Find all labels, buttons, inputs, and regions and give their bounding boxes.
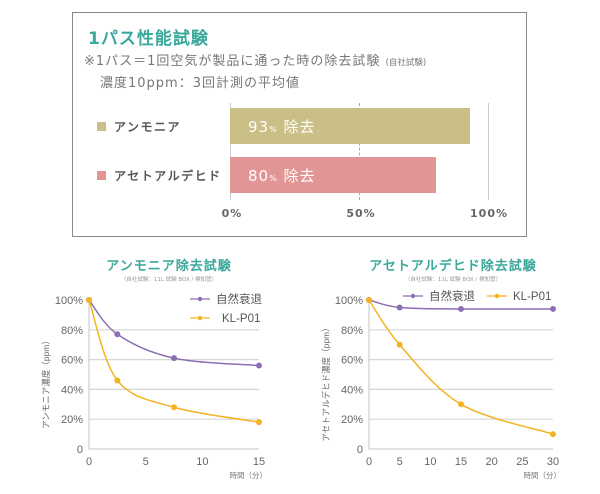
acetaldehyde-y-tick: 80% xyxy=(341,325,363,337)
acetaldehyde-x-tick: 30 xyxy=(547,456,559,468)
bar-value: 80 xyxy=(248,166,270,185)
ammonia-y-tick: 40% xyxy=(61,384,83,396)
ammonia-data-point xyxy=(114,377,121,384)
acetaldehyde-y-tick: 0 xyxy=(357,444,363,456)
bar-label-text: アンモニア xyxy=(114,120,182,134)
acetaldehyde-x-tick: 25 xyxy=(516,456,528,468)
acetaldehyde-x-axis-label: 時間（分） xyxy=(524,471,562,480)
ammonia-y-axis-label: アンモニア濃度（ppm） xyxy=(41,336,51,429)
bar-ammonia: 93% 除去 xyxy=(230,108,470,144)
acetaldehyde-data-point xyxy=(550,431,556,438)
ammonia-data-point xyxy=(86,297,92,303)
acetaldehyde-chart-subtitle: （自社試験：11L 試験 BOX / 検知管） xyxy=(404,277,502,283)
ammonia-data-point xyxy=(171,404,177,411)
ammonia-chart-title: アンモニア除去試験 xyxy=(106,259,232,274)
ammonia-x-axis-label: 時間（分） xyxy=(230,471,268,480)
ammonia-legend-label: KL-P01 xyxy=(222,313,260,325)
acetaldehyde-data-point xyxy=(458,305,464,312)
ammonia-x-tick: 10 xyxy=(196,456,208,468)
concentration-note: 濃度10ppm：3回計測の平均値 xyxy=(100,76,300,91)
ammonia-y-tick: 0 xyxy=(77,444,83,456)
ammonia-y-tick: 60% xyxy=(61,355,83,367)
acetaldehyde-y-tick: 20% xyxy=(341,414,363,426)
acetaldehyde-x-tick: 10 xyxy=(424,456,436,468)
ammonia-y-tick: 80% xyxy=(61,325,83,337)
ammonia-legend-marker xyxy=(197,315,203,321)
acetaldehyde-series-line-1 xyxy=(368,299,554,435)
bar-value-label: 93% 除去 xyxy=(248,116,316,137)
note-text: ※1パス＝1回空気が製品に通った時の除去試験 xyxy=(84,54,381,69)
ammonia-data-point xyxy=(171,355,177,362)
acetaldehyde-data-point xyxy=(366,297,372,303)
bar-value-label: 80% 除去 xyxy=(248,165,316,186)
acetaldehyde-x-tick: 20 xyxy=(486,456,498,468)
acetaldehyde-data-point xyxy=(550,305,556,312)
acetaldehyde-data-point xyxy=(396,341,403,348)
x-tick-0: 0% xyxy=(221,207,243,220)
x-tick-100: 100% xyxy=(470,207,508,220)
ammonia-x-tick: 0 xyxy=(86,456,92,468)
ammonia-series-line-1 xyxy=(88,299,260,423)
legend-swatch-acetaldehyde xyxy=(97,171,106,180)
acetaldehyde-chart-title: アセトアルデヒド除去試験 xyxy=(369,259,537,274)
ammonia-data-point xyxy=(256,362,262,369)
x-tick-50: 50% xyxy=(346,207,376,220)
acetaldehyde-y-axis-label: アセトアルデヒド濃度（ppm） xyxy=(321,323,331,441)
acetaldehyde-y-tick: 100% xyxy=(335,295,363,307)
gridline-100 xyxy=(488,103,489,200)
ammonia-y-tick: 20% xyxy=(61,414,83,426)
acetaldehyde-legend-marker xyxy=(410,293,416,299)
ammonia-chart-subtitle: （自社試験：11L 試験 BOX / 検知管） xyxy=(120,277,218,283)
note-source: (自社試験) xyxy=(385,58,427,68)
ammonia-data-point xyxy=(256,419,262,426)
bar-label-ammonia: アンモニア xyxy=(97,118,181,135)
one-pass-note: ※1パス＝1回空気が製品に通った時の除去試験 (自社試験) xyxy=(84,50,426,69)
bar-suffix: 除去 xyxy=(283,166,316,185)
acetaldehyde-x-tick: 5 xyxy=(397,456,403,468)
ammonia-series-line-0 xyxy=(88,299,260,367)
gridline-0 xyxy=(230,103,231,200)
one-pass-title: 1パス性能試験 xyxy=(88,29,209,49)
acetaldehyde-y-tick: 40% xyxy=(341,384,363,396)
acetaldehyde-x-tick: 0 xyxy=(366,456,372,468)
ammonia-legend-label: 自然衰退 xyxy=(216,292,262,306)
bar-unit: % xyxy=(269,173,278,183)
acetaldehyde-y-tick: 60% xyxy=(341,355,363,367)
acetaldehyde-data-point xyxy=(396,304,403,311)
ammonia-x-tick: 15 xyxy=(253,456,265,468)
ammonia-data-point xyxy=(114,331,121,338)
acetaldehyde-legend-label: KL-P01 xyxy=(513,291,551,303)
bar-unit: % xyxy=(269,124,278,134)
acetaldehyde-data-point xyxy=(458,401,464,408)
acetaldehyde-legend-label: 自然衰退 xyxy=(429,289,475,303)
bar-suffix: 除去 xyxy=(283,117,316,136)
bar-label-text: アセトアルデヒド xyxy=(114,169,222,183)
ammonia-x-tick: 5 xyxy=(143,456,149,468)
ammonia-y-tick: 100% xyxy=(55,295,83,307)
legend-swatch-ammonia xyxy=(97,122,106,131)
gridline-50 xyxy=(359,103,361,200)
ammonia-legend-marker xyxy=(197,296,203,302)
bar-acetaldehyde: 80% 除去 xyxy=(230,157,437,193)
acetaldehyde-series-line-0 xyxy=(368,299,554,310)
bar-label-acetaldehyde: アセトアルデヒド xyxy=(97,167,222,184)
acetaldehyde-x-tick: 15 xyxy=(455,456,467,468)
bar-value: 93 xyxy=(248,117,270,136)
acetaldehyde-legend-marker xyxy=(494,293,500,299)
